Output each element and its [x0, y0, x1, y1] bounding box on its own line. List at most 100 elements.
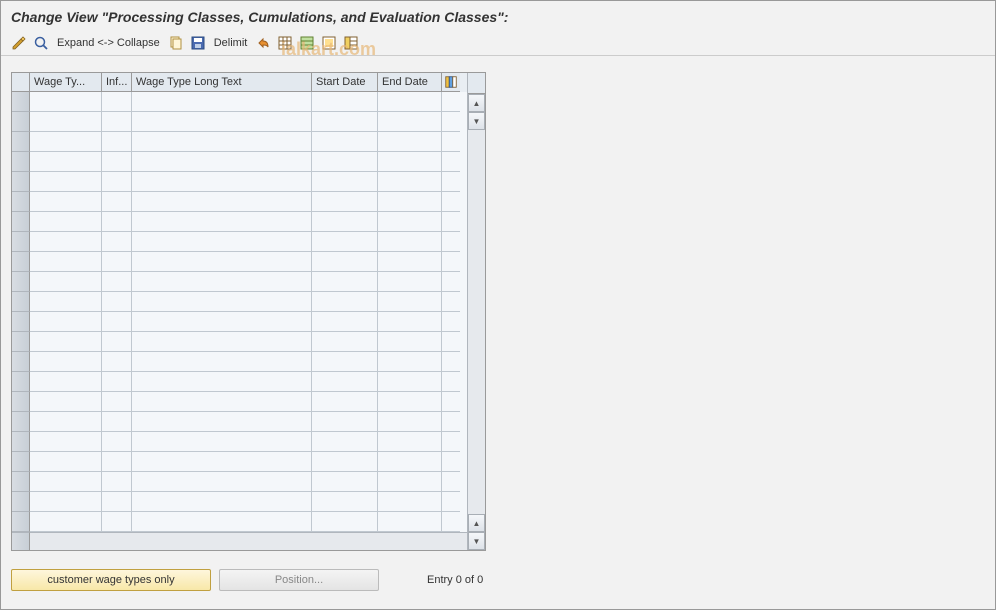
cell-start-date[interactable] — [312, 252, 378, 272]
cell-long-text[interactable] — [132, 372, 312, 392]
table-row[interactable] — [12, 332, 467, 352]
cell-start-date[interactable] — [312, 432, 378, 452]
table-row[interactable] — [12, 472, 467, 492]
table-row[interactable] — [12, 432, 467, 452]
row-selector[interactable] — [12, 232, 30, 252]
cell-long-text[interactable] — [132, 192, 312, 212]
cell-start-date[interactable] — [312, 172, 378, 192]
vertical-scrollbar[interactable]: ▲ ▼ ▲ ▼ — [467, 73, 485, 550]
row-selector[interactable] — [12, 512, 30, 532]
cell-end-date[interactable] — [378, 312, 442, 332]
table-row[interactable] — [12, 212, 467, 232]
table-row[interactable] — [12, 452, 467, 472]
cell-start-date[interactable] — [312, 232, 378, 252]
table-row[interactable] — [12, 252, 467, 272]
cell-wage-type[interactable] — [30, 292, 102, 312]
row-selector[interactable] — [12, 332, 30, 352]
cell-wage-type[interactable] — [30, 472, 102, 492]
cell-inf[interactable] — [102, 472, 132, 492]
table-row[interactable] — [12, 372, 467, 392]
cell-long-text[interactable] — [132, 92, 312, 112]
cell-wage-type[interactable] — [30, 312, 102, 332]
scroll-down2-icon[interactable]: ▼ — [468, 532, 485, 550]
cell-long-text[interactable] — [132, 172, 312, 192]
cell-long-text[interactable] — [132, 232, 312, 252]
cell-inf[interactable] — [102, 112, 132, 132]
cell-start-date[interactable] — [312, 272, 378, 292]
cell-wage-type[interactable] — [30, 172, 102, 192]
cell-long-text[interactable] — [132, 312, 312, 332]
cell-end-date[interactable] — [378, 432, 442, 452]
row-selector[interactable] — [12, 212, 30, 232]
cell-inf[interactable] — [102, 212, 132, 232]
cell-inf[interactable] — [102, 352, 132, 372]
cell-long-text[interactable] — [132, 152, 312, 172]
cell-wage-type[interactable] — [30, 372, 102, 392]
cell-wage-type[interactable] — [30, 252, 102, 272]
cell-long-text[interactable] — [132, 112, 312, 132]
cell-inf[interactable] — [102, 432, 132, 452]
column-header-start-date[interactable]: Start Date — [312, 73, 378, 92]
cell-long-text[interactable] — [132, 132, 312, 152]
cell-wage-type[interactable] — [30, 212, 102, 232]
row-selector[interactable] — [12, 292, 30, 312]
row-selector[interactable] — [12, 152, 30, 172]
cell-inf[interactable] — [102, 152, 132, 172]
cell-wage-type[interactable] — [30, 352, 102, 372]
cell-end-date[interactable] — [378, 492, 442, 512]
cell-long-text[interactable] — [132, 252, 312, 272]
save-icon[interactable] — [190, 35, 206, 51]
cell-wage-type[interactable] — [30, 112, 102, 132]
cell-long-text[interactable] — [132, 352, 312, 372]
cell-wage-type[interactable] — [30, 272, 102, 292]
cell-start-date[interactable] — [312, 92, 378, 112]
cell-long-text[interactable] — [132, 332, 312, 352]
cell-wage-type[interactable] — [30, 392, 102, 412]
cell-start-date[interactable] — [312, 492, 378, 512]
display-change-icon[interactable] — [11, 35, 27, 51]
cell-end-date[interactable] — [378, 252, 442, 272]
cell-long-text[interactable] — [132, 212, 312, 232]
cell-end-date[interactable] — [378, 392, 442, 412]
cell-long-text[interactable] — [132, 512, 312, 532]
cell-end-date[interactable] — [378, 512, 442, 532]
cell-inf[interactable] — [102, 372, 132, 392]
cell-start-date[interactable] — [312, 412, 378, 432]
cell-end-date[interactable] — [378, 352, 442, 372]
row-selector[interactable] — [12, 192, 30, 212]
cell-inf[interactable] — [102, 232, 132, 252]
cell-start-date[interactable] — [312, 332, 378, 352]
cell-end-date[interactable] — [378, 472, 442, 492]
cell-inf[interactable] — [102, 132, 132, 152]
cell-start-date[interactable] — [312, 352, 378, 372]
cell-long-text[interactable] — [132, 432, 312, 452]
table-row[interactable] — [12, 92, 467, 112]
cell-long-text[interactable] — [132, 272, 312, 292]
deselect-all-icon[interactable] — [321, 35, 337, 51]
cell-end-date[interactable] — [378, 212, 442, 232]
cell-end-date[interactable] — [378, 452, 442, 472]
cell-wage-type[interactable] — [30, 152, 102, 172]
undo-icon[interactable] — [255, 35, 271, 51]
table-row[interactable] — [12, 152, 467, 172]
table-row[interactable] — [12, 392, 467, 412]
row-selector[interactable] — [12, 272, 30, 292]
cell-start-date[interactable] — [312, 192, 378, 212]
cell-inf[interactable] — [102, 492, 132, 512]
table-row[interactable] — [12, 272, 467, 292]
cell-start-date[interactable] — [312, 152, 378, 172]
row-selector-header[interactable] — [12, 73, 30, 92]
cell-end-date[interactable] — [378, 272, 442, 292]
row-selector[interactable] — [12, 112, 30, 132]
cell-long-text[interactable] — [132, 392, 312, 412]
cell-inf[interactable] — [102, 512, 132, 532]
table-row[interactable] — [12, 312, 467, 332]
select-block-icon[interactable] — [299, 35, 315, 51]
cell-end-date[interactable] — [378, 92, 442, 112]
table-config-icon[interactable] — [442, 73, 460, 92]
cell-wage-type[interactable] — [30, 132, 102, 152]
row-selector[interactable] — [12, 432, 30, 452]
cell-inf[interactable] — [102, 192, 132, 212]
cell-start-date[interactable] — [312, 372, 378, 392]
cell-start-date[interactable] — [312, 472, 378, 492]
